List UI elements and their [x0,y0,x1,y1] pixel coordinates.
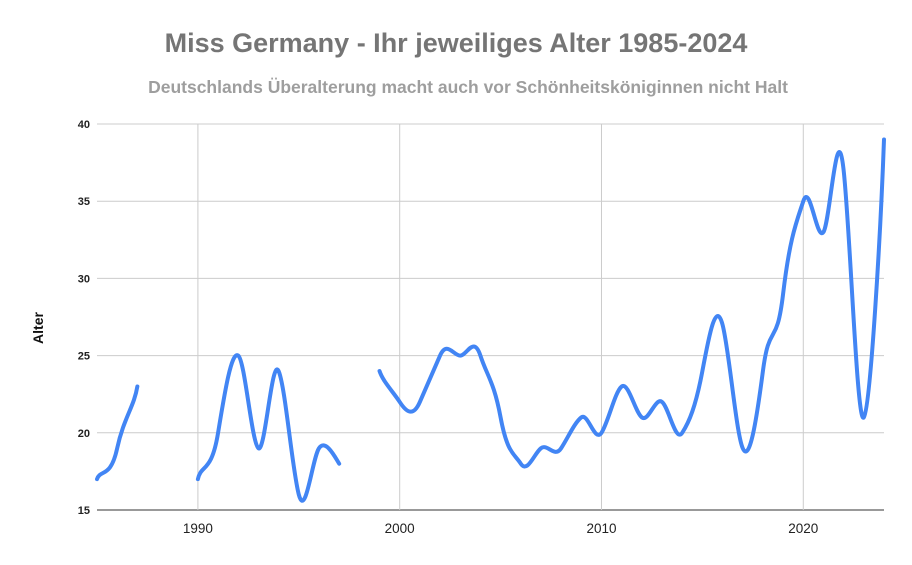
y-tick-label: 35 [78,196,90,208]
y-tick-label: 40 [78,119,90,131]
chart-subtitle: Deutschlands Überalterung macht auch vor… [148,77,788,97]
x-tick-label: 2020 [788,521,818,536]
series-line-segment [377,137,886,469]
y-tick-label: 30 [78,273,90,285]
x-tick-label: 2010 [586,521,616,536]
x-tick-label: 2000 [385,521,415,536]
series-line-segment [195,353,342,503]
y-tick-label: 20 [78,428,90,440]
series-line-segment [95,384,140,482]
y-tick-label: 25 [78,351,90,363]
y-tick-label: 15 [78,505,90,517]
chart-title: Miss Germany - Ihr jeweiliges Alter 1985… [164,28,748,58]
y-axis-label: Alter [30,312,46,344]
x-tick-label: 1990 [183,521,213,536]
